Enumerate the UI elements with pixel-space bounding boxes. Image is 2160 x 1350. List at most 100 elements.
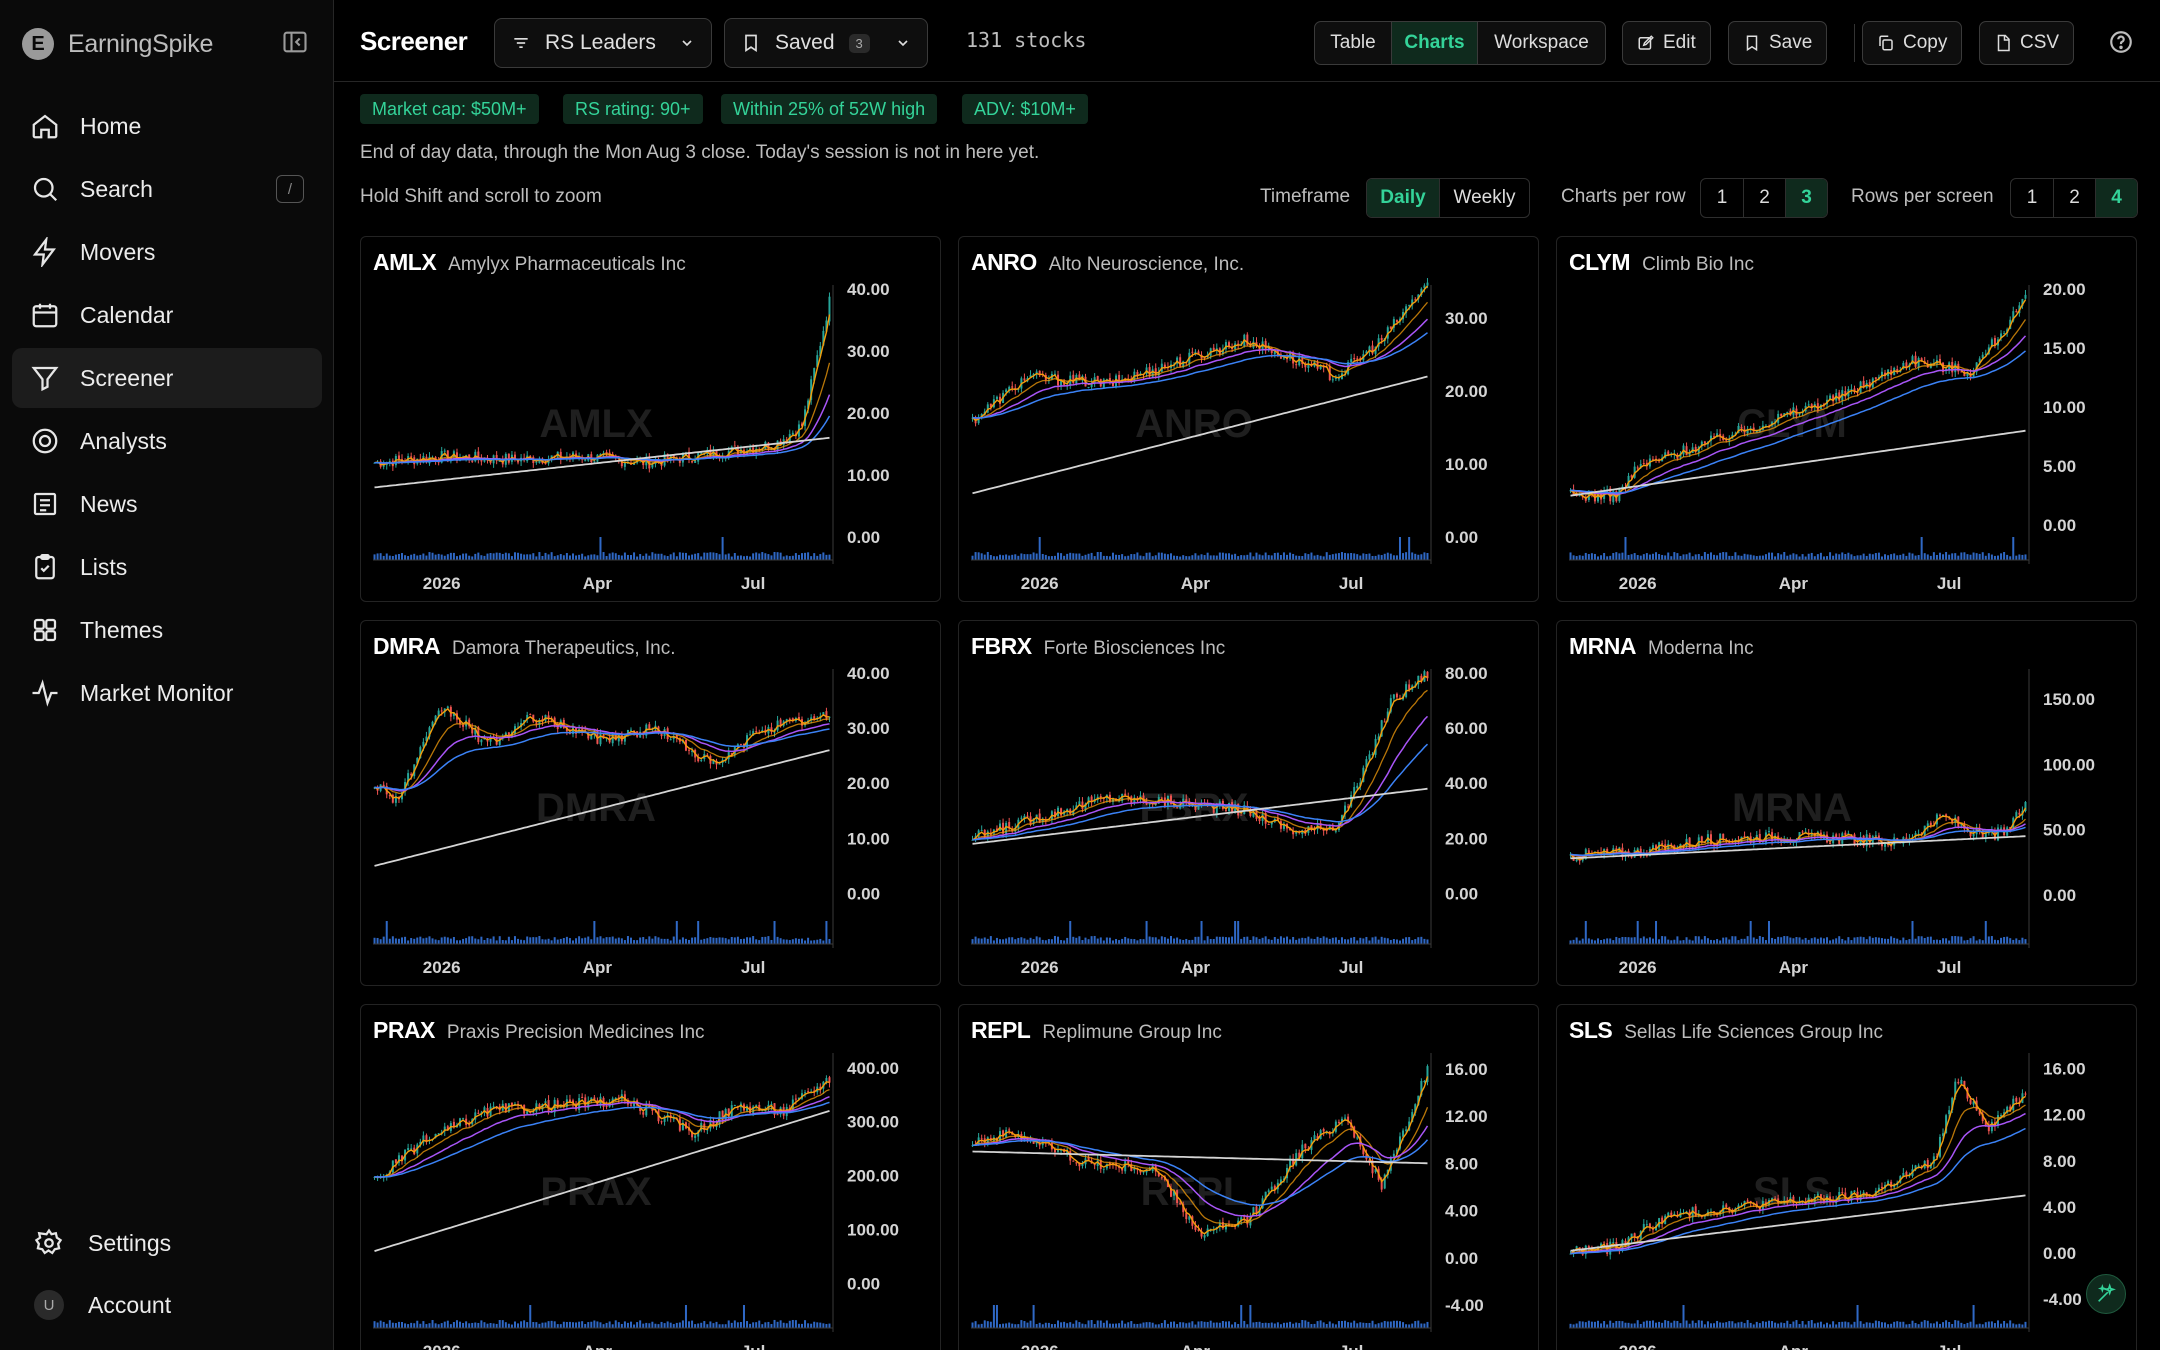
y-tick-label: 4.00	[2043, 1198, 2076, 1217]
sidebar-item-screener[interactable]: Screener	[12, 348, 322, 408]
save-button[interactable]: Save	[1728, 21, 1828, 65]
volume-bar	[385, 921, 388, 944]
volume-bar	[1832, 939, 1835, 944]
volume-bar	[1325, 552, 1328, 560]
sidebar-item-calendar[interactable]: Calendar	[12, 285, 322, 345]
timeframe-weekly-button[interactable]: Weekly	[1439, 179, 1529, 217]
volume-bar	[1807, 1320, 1810, 1328]
filter-chip[interactable]: Market cap: $50M+	[360, 94, 539, 124]
chart-card[interactable]: CLYM 20.00 15.00 10.00 5.00 0.00 2026 Apr Jul CLY…	[1556, 236, 2137, 602]
volume-bar	[483, 1322, 486, 1328]
edit-button[interactable]: Edit	[1622, 21, 1711, 65]
assistant-fab[interactable]	[2086, 1274, 2126, 1314]
candle-body	[694, 1135, 697, 1138]
chart-card[interactable]: ANRO 30.00 20.00 10.00 0.00 2026 Apr Jul ANRO Alt…	[958, 236, 1539, 602]
rows-option[interactable]: 4	[2095, 179, 2137, 217]
sidebar-collapse-icon[interactable]	[280, 28, 310, 56]
sidebar-item-label: Calendar	[80, 301, 174, 328]
screen-select-dropdown[interactable]: RS Leaders	[494, 18, 712, 68]
volume-bar	[1169, 553, 1172, 560]
volume-bar	[1023, 1321, 1026, 1328]
chart-card[interactable]: SLS16.0012.008.004.000.00-4.002026AprJul…	[1556, 1004, 2137, 1350]
sidebar-item-search[interactable]: Search /	[12, 159, 322, 219]
per-row-option[interactable]: 2	[1743, 179, 1785, 217]
ticker-symbol[interactable]: ANRO	[971, 249, 1037, 275]
volume-bar	[1966, 554, 1969, 560]
sidebar-item-news[interactable]: News	[12, 474, 322, 534]
view-table-button[interactable]: Table	[1330, 32, 1376, 53]
chart-card[interactable]: MRNA 150.00 100.00 50.00 0.00 2026 Apr Jul MRNA M…	[1556, 620, 2137, 986]
ticker-symbol[interactable]: MRNA	[1569, 633, 1637, 659]
chart-card[interactable]: AMLX 40.00 30.00 20.00 10.00 0.00 2026 Apr Jul AM…	[360, 236, 941, 602]
candle-body	[1929, 1164, 1932, 1169]
candle-body	[1987, 1125, 1990, 1132]
volume-bar	[1987, 553, 1990, 560]
volume-bar	[1938, 552, 1941, 560]
volume-bar	[477, 1322, 480, 1328]
view-workspace-button[interactable]: Workspace	[1477, 22, 1605, 64]
ticker-symbol[interactable]: AMLX	[373, 249, 437, 275]
filter-chip[interactable]: Within 25% of 52W high	[721, 94, 938, 124]
volume-bar	[1405, 1324, 1408, 1328]
ticker-symbol[interactable]: SLS	[1569, 1017, 1613, 1043]
help-icon[interactable]	[2108, 29, 2134, 55]
chart-card[interactable]: PRAX400.00300.00200.00100.000.002026AprJ…	[360, 1004, 941, 1350]
candle-body	[483, 738, 486, 740]
volume-bar	[724, 554, 727, 560]
copy-button[interactable]: Copy	[1862, 21, 1963, 65]
candle-body	[1829, 842, 1832, 844]
x-tick-label: Jul	[1937, 1342, 1962, 1350]
sidebar-item-home[interactable]: Home	[12, 96, 322, 156]
candle-body	[1633, 466, 1636, 478]
candle-body	[623, 1094, 626, 1101]
volume-bar	[1063, 1321, 1066, 1328]
volume-bar	[446, 937, 449, 944]
volume-bar	[565, 553, 568, 560]
volume-bar	[1029, 554, 1032, 560]
candle-body	[422, 456, 425, 463]
volume-bar	[1029, 1320, 1032, 1328]
candle-body	[1264, 1191, 1267, 1200]
volume-bar	[1038, 1322, 1041, 1328]
sidebar-item-market-monitor[interactable]: Market Monitor	[12, 663, 322, 723]
volume-bar	[1780, 554, 1783, 560]
candle-body	[1160, 1177, 1163, 1179]
csv-button[interactable]: CSV	[1979, 21, 2075, 65]
saved-dropdown[interactable]: Saved 3	[724, 18, 928, 68]
ticker-symbol[interactable]: FBRX	[971, 633, 1032, 659]
volume-bar	[1108, 1323, 1111, 1328]
candle-body	[1405, 306, 1408, 314]
rows-option[interactable]: 2	[2053, 179, 2095, 217]
volume-bar	[1899, 554, 1902, 560]
ticker-symbol[interactable]: DMRA	[373, 633, 441, 659]
view-charts-button[interactable]: Charts	[1391, 22, 1477, 64]
chart-card[interactable]: FBRX 80.00 60.00 40.00 20.00 0.00 2026 Apr Jul FB…	[958, 620, 1539, 986]
volume-bar	[1249, 939, 1252, 944]
sidebar-item-settings[interactable]: Settings	[22, 1212, 312, 1274]
volume-bar	[1053, 935, 1056, 944]
timeframe-daily-button[interactable]: Daily	[1367, 179, 1439, 217]
per-row-option[interactable]: 3	[1785, 179, 1827, 217]
moving-average-line	[972, 375, 1428, 495]
volume-bar	[590, 939, 593, 944]
sidebar-item-lists[interactable]: Lists	[12, 537, 322, 597]
candle-body	[1072, 810, 1075, 815]
ticker-symbol[interactable]: PRAX	[373, 1017, 435, 1043]
filter-chip[interactable]: RS rating: 90+	[563, 94, 703, 124]
per-row-option[interactable]: 1	[1716, 187, 1728, 208]
ticker-symbol[interactable]: CLYM	[1569, 249, 1631, 275]
volume-bar	[727, 1320, 730, 1328]
chart-card[interactable]: REPL16.0012.008.004.000.00-4.002026AprJu…	[958, 1004, 1539, 1350]
volume-bar	[1179, 1322, 1182, 1328]
ticker-symbol[interactable]: REPL	[971, 1017, 1031, 1043]
volume-bar	[1234, 553, 1237, 560]
volume-bar	[1676, 1320, 1679, 1328]
sidebar-item-analysts[interactable]: Analysts	[12, 411, 322, 471]
sidebar-item-themes[interactable]: Themes	[12, 600, 322, 660]
sidebar-item-account[interactable]: U Account	[22, 1274, 312, 1336]
filter-chip[interactable]: ADV: $10M+	[962, 94, 1088, 124]
brand[interactable]: E EarningSpike	[22, 24, 213, 64]
rows-option[interactable]: 1	[2026, 187, 2038, 208]
sidebar-item-movers[interactable]: Movers	[12, 222, 322, 282]
chart-card[interactable]: DMRA 40.00 30.00 20.00 10.00 0.00 2026 Apr Jul DM…	[360, 620, 941, 986]
